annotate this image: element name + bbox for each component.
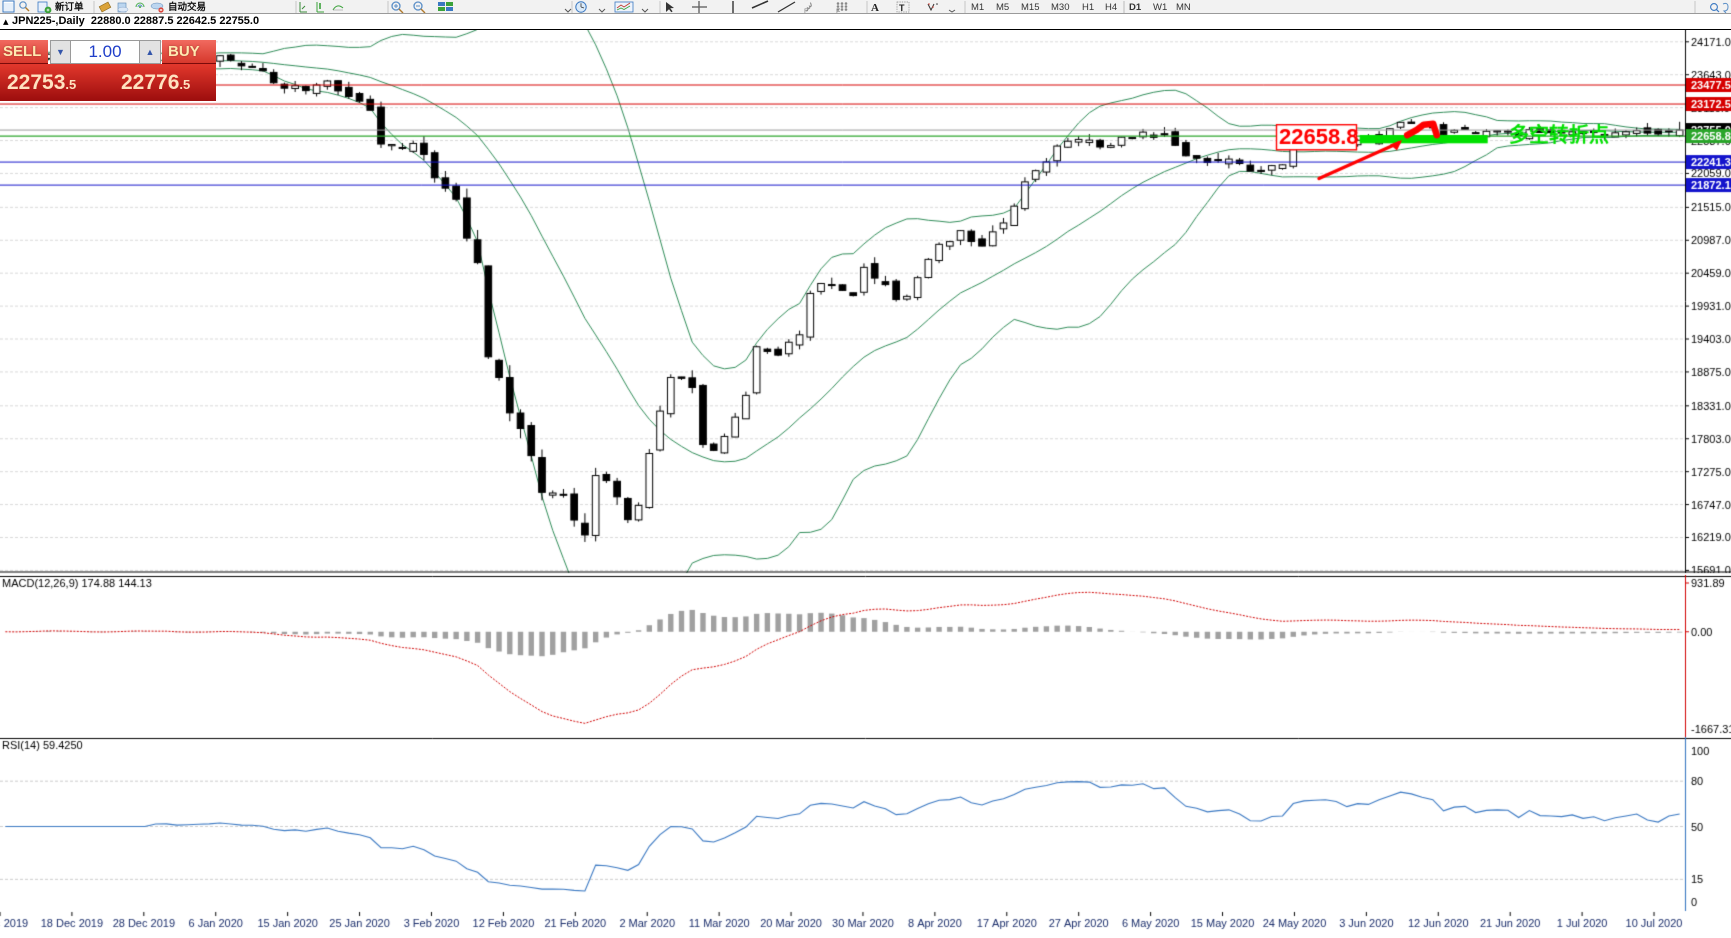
svg-text:M5: M5 [996, 2, 1009, 13]
svg-text:H1: H1 [1082, 2, 1094, 13]
svg-text:新订单: 新订单 [55, 1, 84, 13]
svg-text:H4: H4 [1105, 2, 1117, 13]
svg-text:W1: W1 [1153, 2, 1167, 13]
svg-text:A: A [871, 2, 879, 14]
svg-text:T: T [899, 3, 905, 13]
svg-text:MN: MN [1176, 2, 1191, 13]
svg-text:M15: M15 [1021, 2, 1039, 13]
svg-text:D1: D1 [1129, 2, 1142, 13]
svg-text:M1: M1 [971, 2, 984, 13]
svg-text:M30: M30 [1051, 2, 1069, 13]
svg-text:自动交易: 自动交易 [168, 1, 206, 13]
